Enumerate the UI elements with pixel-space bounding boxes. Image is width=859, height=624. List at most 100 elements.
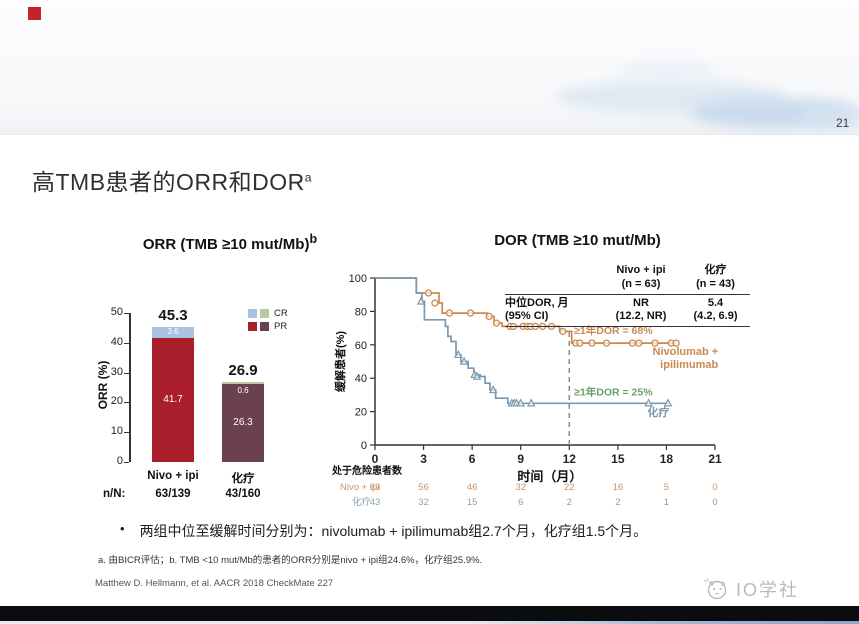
bullet-marker: •: [120, 521, 125, 536]
km-censor-triangle: [459, 356, 469, 365]
key-point-bullet: • 两组中位至缓解时间分别为：nivolumab + ipilimumab组2.…: [102, 521, 762, 541]
median-dor-chemo: 5.4: [707, 296, 724, 309]
orr-y-tick-mark: [124, 313, 129, 314]
at-risk-value: 6: [518, 497, 523, 508]
table-rule: [505, 326, 750, 327]
ci-nivo-ipi: (12.2, NR): [615, 310, 667, 323]
km-curve-label-chemo: 化疗: [647, 405, 669, 419]
ci-chemo: (4.2, 6.9): [693, 310, 738, 323]
km-x-tick-label: 6: [469, 452, 476, 466]
bottom-edge-strip: [0, 621, 859, 624]
bar-segment-cr: [152, 327, 194, 338]
legend-row-cr: CR: [248, 308, 288, 319]
at-risk-value: 63: [370, 482, 381, 493]
km-censor-circle: [628, 339, 637, 347]
km-curve-label-nivo-ipi: Nivolumab +: [653, 346, 719, 358]
km-y-tick-label: 80: [355, 306, 367, 318]
cloud-decoration: [802, 102, 859, 128]
orr-y-axis: [129, 313, 131, 462]
bar-pr-value: 41.7: [163, 393, 183, 405]
km-censor-circle: [424, 289, 433, 297]
dor-chart-title: DOR (TMB ≥10 mut/Mb): [494, 232, 661, 249]
legend-label: PR: [274, 321, 288, 332]
at-risk-value: 43: [370, 497, 381, 508]
col-header-chemo-n: (n = 43): [696, 277, 735, 290]
cloud-decoration: [620, 62, 715, 80]
bar-cr-value: 3.6: [167, 327, 179, 337]
at-risk-value: 32: [515, 482, 526, 493]
bar-category-label: 化疗: [231, 473, 255, 485]
panda-icon: [704, 578, 727, 600]
km-x-tick-label: 21: [708, 452, 722, 466]
km-censor-triangle: [454, 349, 463, 359]
table-header-row: Nivo + ipi 化疗: [505, 264, 750, 278]
table-value-row-2: (95% CI) (12.2, NR) (4.2, 6.9): [505, 310, 750, 324]
legend-label: CR: [274, 308, 288, 319]
table-rule: [505, 293, 750, 295]
km-y-tick-label: 20: [355, 407, 367, 419]
orr-y-tick-mark: [124, 342, 129, 344]
km-censor-circle: [445, 309, 454, 317]
at-risk-value: 0: [712, 482, 717, 493]
km-x-tick-label: 3: [420, 452, 427, 466]
km-censor-circle: [635, 339, 643, 347]
bar-segment-pr: [222, 383, 264, 462]
at-risk-value: 5: [664, 482, 669, 493]
km-censor-triangle: [516, 398, 526, 407]
n-over-N-label: n/N:: [103, 488, 126, 500]
km-y-tick-label: 60: [355, 340, 367, 352]
km-censor-circle: [485, 312, 493, 321]
km-x-tick-label: 12: [563, 452, 577, 466]
km-x-tick-label: 9: [517, 452, 524, 466]
km-censor-circle: [576, 339, 584, 347]
km-censor-circle: [672, 339, 680, 347]
km-y-axis-label: 缓解患者(%): [333, 331, 347, 392]
km-x-tick-label: 15: [611, 452, 625, 466]
bar-segment-cr: [222, 381, 264, 384]
at-risk-value: 15: [467, 497, 478, 508]
at-risk-row-label: Nivo + ipi: [340, 482, 379, 493]
km-censor-circle: [431, 299, 439, 307]
dor-km-chart: DOR (TMB ≥10 mut/Mb) 0 20 40 60 80 100 0 3 6 9 12 1…: [330, 228, 800, 520]
km-censor-triangle: [644, 398, 653, 407]
top-strip: 21: [0, 0, 859, 135]
orr-y-tick-label: 40: [110, 335, 123, 348]
orr-y-tick-mark: [124, 372, 129, 374]
key-point-text: 两组中位至缓解时间分别为：nivolumab + ipilimumab组2.7个…: [139, 523, 648, 539]
legend-swatch: [260, 322, 269, 331]
row-header-median-dor: 中位DOR, 月: [505, 296, 569, 309]
orr-y-tick-mark: [124, 402, 129, 404]
citation: Matthew D. Hellmann, et al. AACR 2018 Ch…: [95, 578, 334, 589]
dor-median-table: Nivo + ipi 化疗 (n = 63) (n = 43) 中位DOR, 月…: [505, 264, 750, 329]
bar-category-label: Nivo + ipi: [147, 470, 199, 482]
legend-swatch: [248, 322, 257, 331]
km-censor-triangle: [472, 371, 482, 380]
bar-total-label: 26.9: [228, 361, 258, 379]
orr-y-tick-mark: [124, 432, 129, 434]
km-curve-label-nivo-ipi: ipilimumab: [660, 359, 718, 371]
km-censor-triangle: [416, 296, 426, 305]
orr-y-tick-label: 0: [116, 455, 123, 467]
orr-y-tick-mark: [124, 462, 129, 463]
km-censor-triangle: [526, 398, 536, 407]
at-risk-value: 0: [712, 497, 717, 508]
bar-pr-value: 26.3: [233, 416, 253, 428]
at-risk-value: 2: [615, 497, 620, 508]
at-risk-value: 22: [564, 482, 575, 493]
at-risk-value: 16: [613, 482, 624, 493]
km-x-axis-label: 时间（月）: [517, 469, 582, 484]
slide-title-footnote-sup: a: [304, 170, 312, 185]
col-header-nivo-ipi: Nivo + ipi: [616, 264, 666, 276]
col-header-chemo: 化疗: [704, 264, 727, 276]
orr-plot-area: 0 10 20 30 40 50 45.3 3.6 41.7 Nivo + ipi 63/139 26…: [85, 228, 375, 518]
footnote: a. 由BICR评估；b. TMB <10 mut/Mb的患者的ORR分别是ni…: [98, 555, 483, 566]
bar-total-label: 45.3: [158, 307, 188, 324]
orr-bar-chart: ORR (TMB ≥10 mut/Mb)b ORR (%) 0 10 20 30 40 5…: [85, 228, 375, 518]
km-censor-circle: [466, 309, 475, 317]
orr-y-tick-label: 20: [110, 395, 123, 408]
io-society-watermark: IO学社: [702, 576, 799, 602]
at-risk-value: 1: [664, 497, 669, 508]
km-censor-circle: [651, 339, 659, 347]
